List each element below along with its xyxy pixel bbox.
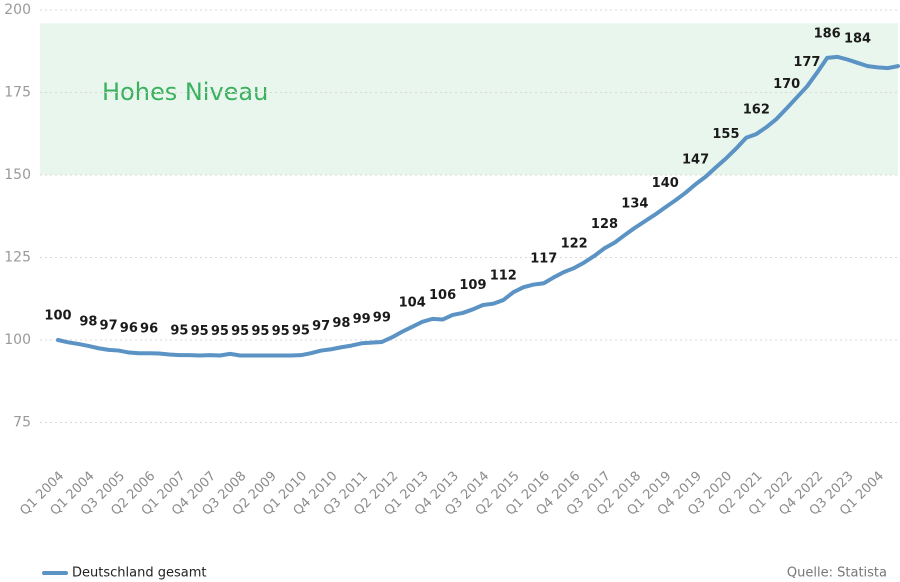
legend-label: Deutschland gesamt (72, 566, 206, 581)
data-label: 128 (591, 217, 618, 232)
data-label: 100 (44, 309, 71, 324)
data-label: 106 (429, 288, 456, 303)
data-label: 140 (652, 176, 679, 191)
y-tick-label: 200 (4, 2, 31, 18)
y-tick-label: 75 (13, 415, 31, 431)
y-tick-label: 150 (4, 167, 31, 183)
data-label: 95 (211, 324, 229, 339)
data-label: 122 (561, 237, 588, 252)
data-label: 155 (712, 127, 739, 142)
data-label: 98 (79, 314, 97, 329)
data-label: 95 (191, 324, 209, 339)
data-label: 97 (312, 319, 330, 334)
data-label: 184 (844, 31, 871, 46)
line-layer (56, 54, 900, 358)
data-label: 95 (170, 324, 188, 339)
data-line (56, 54, 900, 358)
data-label: 99 (373, 310, 391, 325)
data-label: 112 (490, 269, 517, 284)
y-tick-label: 175 (4, 85, 31, 101)
data-label: 96 (120, 321, 138, 336)
source: Quelle: Statista (787, 566, 887, 581)
data-label: 170 (773, 77, 800, 92)
y-tick-label: 125 (4, 250, 31, 266)
band-layer: Hohes Niveau (40, 23, 898, 176)
data-label: 95 (231, 324, 249, 339)
data-label: 177 (793, 55, 820, 70)
data-label: 109 (459, 278, 486, 293)
highlight-band (40, 23, 898, 176)
data-label: 95 (251, 324, 269, 339)
data-label: 97 (100, 318, 118, 333)
data-label: 96 (140, 322, 158, 337)
data-label: 186 (814, 26, 841, 41)
y-tick-label: 100 (4, 332, 31, 348)
data-label: 98 (332, 316, 350, 331)
data-label: 95 (292, 324, 310, 339)
data-label: 95 (272, 324, 290, 339)
data-label: 99 (353, 312, 371, 327)
data-label: 134 (621, 196, 648, 211)
data-label: 162 (743, 103, 770, 118)
data-label: 147 (682, 153, 709, 168)
data-label: 104 (399, 295, 426, 310)
data-label: 117 (530, 252, 557, 267)
